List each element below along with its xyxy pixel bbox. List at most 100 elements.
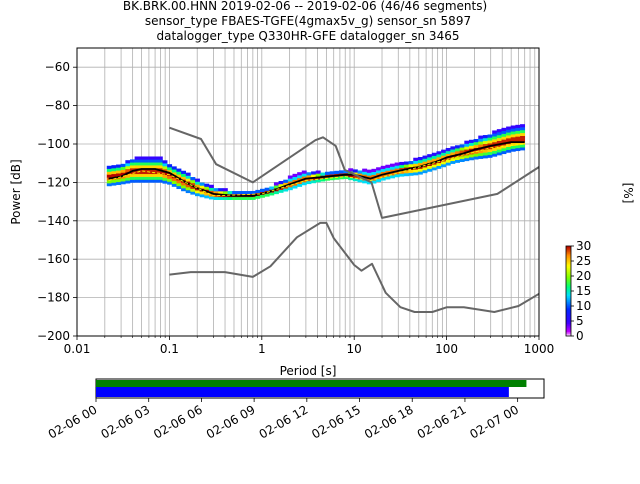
histogram-cell xyxy=(125,163,131,167)
histogram-cell xyxy=(306,172,312,176)
histogram-cell xyxy=(320,178,326,182)
colorbar-segment xyxy=(566,248,571,251)
histogram-cell xyxy=(208,187,214,191)
histogram-cell xyxy=(139,170,145,175)
histogram-cell xyxy=(450,149,456,153)
histogram-cell xyxy=(185,187,191,191)
y-tick-label: −140 xyxy=(37,214,70,228)
colorbar-segment xyxy=(566,272,571,275)
histogram-cell xyxy=(167,178,173,182)
colorbar-segment xyxy=(566,312,571,315)
histogram-cell xyxy=(496,129,502,133)
histogram-cell xyxy=(106,168,112,172)
x-tick-label: 1000 xyxy=(524,342,555,356)
histogram-cell xyxy=(468,145,474,149)
histogram-cell xyxy=(492,141,498,146)
histogram-cell xyxy=(190,191,196,195)
histogram-cell xyxy=(510,128,516,132)
histogram-cell xyxy=(111,168,117,172)
histogram-cell xyxy=(492,144,498,149)
histogram-cell xyxy=(520,132,525,136)
histogram-cell xyxy=(390,175,395,179)
histogram-cell xyxy=(459,144,465,148)
histogram-cell xyxy=(148,156,154,160)
histogram-cell xyxy=(157,176,163,180)
histogram-cell xyxy=(450,160,456,164)
colorbar-segment xyxy=(566,258,571,261)
histogram-cell xyxy=(125,168,131,173)
histogram-cell xyxy=(520,141,525,145)
histogram-cell xyxy=(125,160,131,164)
histogram-cell xyxy=(478,138,484,142)
histogram-cell xyxy=(482,135,488,139)
colorbar-segment xyxy=(566,266,571,269)
histogram-cell xyxy=(125,177,131,181)
colorbar-segment xyxy=(566,256,571,259)
histogram-cell xyxy=(250,196,256,200)
histogram-cell xyxy=(120,178,126,182)
x-axis-label: Period [s] xyxy=(280,364,337,378)
y-tick-label: −100 xyxy=(37,137,70,151)
histogram-cell xyxy=(306,175,312,179)
histogram-cell xyxy=(487,146,493,150)
colorbar-segment xyxy=(566,290,571,293)
histogram-cell xyxy=(501,133,507,137)
colorbar-segment xyxy=(566,294,571,297)
histogram-cell xyxy=(468,157,474,161)
histogram-cell xyxy=(413,172,419,176)
histogram-cell xyxy=(422,158,428,162)
histogram-cell xyxy=(153,165,159,169)
histogram-cell xyxy=(496,149,502,153)
histogram-cell xyxy=(385,176,391,180)
colorbar-segment xyxy=(566,286,571,289)
histogram-cell xyxy=(399,167,405,171)
histogram-cell xyxy=(111,165,117,169)
histogram-cell xyxy=(134,176,140,180)
histogram-cell xyxy=(482,146,488,150)
histogram-cell xyxy=(311,174,317,178)
curve-nhnm xyxy=(169,126,540,219)
histogram-cell xyxy=(482,149,488,153)
histogram-cell xyxy=(403,161,409,165)
histogram-cell xyxy=(148,179,154,183)
histogram-cell xyxy=(482,137,488,142)
histogram-cell xyxy=(468,154,474,158)
histogram-cell xyxy=(455,148,460,152)
histogram-cell xyxy=(366,178,372,182)
histogram-cell xyxy=(496,137,502,141)
histogram-cell xyxy=(157,156,163,160)
histogram-cell xyxy=(143,165,149,169)
histogram-cell xyxy=(515,142,521,146)
histogram-cell xyxy=(171,166,177,170)
colorbar-segment xyxy=(566,246,571,249)
histogram-cell xyxy=(352,175,358,179)
histogram-cell xyxy=(222,191,228,195)
histogram-cell xyxy=(478,149,484,154)
histogram-cell xyxy=(445,153,451,157)
histogram-cell xyxy=(181,170,187,174)
histogram-cell xyxy=(492,133,498,137)
histogram-cell xyxy=(143,159,149,163)
histogram-cell xyxy=(445,147,451,152)
x-tick-label: 0.1 xyxy=(160,342,179,356)
histogram-cell xyxy=(515,130,521,134)
histogram-cell xyxy=(148,165,154,169)
coverage-tick-label: 02-06 00 xyxy=(46,402,100,441)
histogram-cell xyxy=(501,127,507,132)
x-ticks: 0.01 0.1 1 10 100 1000 xyxy=(64,336,555,356)
histogram-cell xyxy=(427,154,433,158)
histogram-cell xyxy=(520,135,525,139)
histogram-cell xyxy=(492,147,498,151)
histogram-cell xyxy=(297,177,303,182)
histogram-cell xyxy=(492,136,498,140)
colorbar-segment xyxy=(566,324,571,327)
histogram-cell xyxy=(394,162,400,166)
histogram-cell xyxy=(213,191,219,195)
histogram-cell xyxy=(496,146,502,150)
histogram-cell xyxy=(459,158,465,162)
histogram-cell xyxy=(227,191,233,195)
histogram-cell xyxy=(394,165,400,169)
